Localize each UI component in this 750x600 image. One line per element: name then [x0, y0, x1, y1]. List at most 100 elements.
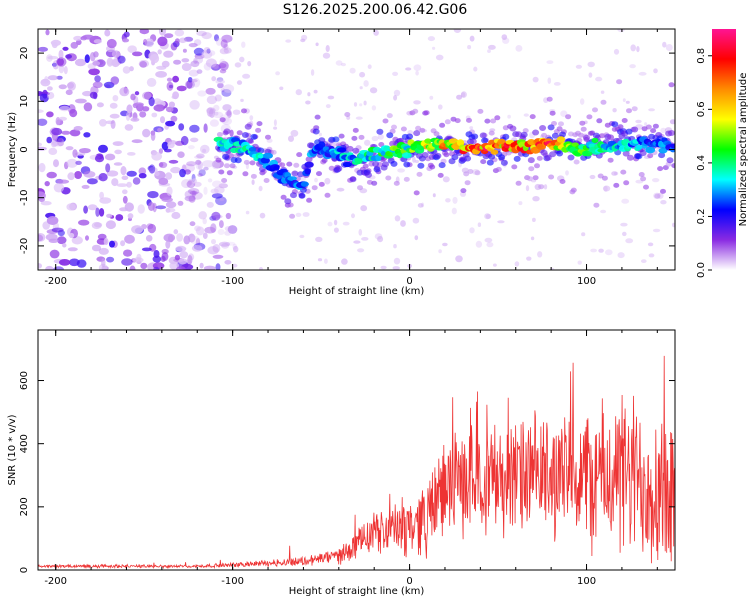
ridge-blob — [549, 110, 556, 116]
ridge-blob — [306, 197, 313, 203]
ridge-blob — [221, 178, 228, 183]
noise-blob — [111, 50, 121, 58]
ridge-blob — [293, 162, 300, 168]
ridge-blob — [219, 117, 226, 123]
noise-blob — [125, 111, 131, 121]
ridge-blob — [500, 159, 508, 166]
noise-blob — [109, 240, 115, 248]
faint-blob — [485, 214, 492, 219]
ridge-blob — [318, 181, 325, 187]
noise-blob — [223, 43, 229, 51]
ridge-blob — [234, 157, 242, 164]
noise-blob — [84, 54, 90, 63]
ridge-blob — [256, 121, 263, 127]
faint-blob — [232, 243, 238, 250]
noise-blob — [151, 151, 163, 161]
faint-blob — [405, 67, 412, 71]
ridge-blob — [466, 117, 472, 123]
noise-blob — [110, 76, 120, 85]
noise-blob — [134, 91, 140, 96]
ridge-blob — [332, 136, 340, 143]
faint-blob — [223, 47, 232, 54]
faint-blob — [532, 217, 536, 222]
noise-blob — [168, 101, 175, 108]
noise-blob — [126, 170, 137, 177]
ridge-blob — [226, 170, 233, 176]
noise-blob — [189, 221, 196, 227]
noise-blob — [38, 263, 42, 269]
noise-blob — [199, 262, 204, 269]
noise-blob — [75, 98, 87, 104]
noise-blob — [218, 63, 227, 69]
faint-blob — [595, 76, 603, 82]
noise-blob — [188, 188, 200, 195]
noise-blob — [225, 241, 236, 246]
ridge-blob — [573, 159, 580, 165]
faint-blob — [415, 70, 419, 76]
noise-blob — [198, 211, 207, 220]
colorbar-tick-label: 0.8 — [696, 48, 707, 64]
noise-blob — [56, 57, 67, 67]
faint-blob — [602, 185, 611, 192]
snr-x-ticks: -200 -100 0 100 — [44, 330, 658, 587]
ridge-blob — [257, 147, 265, 154]
faint-blob — [588, 72, 593, 78]
noise-blob — [148, 164, 156, 174]
noise-blob — [170, 166, 182, 174]
faint-blob — [421, 202, 425, 208]
faint-blob — [469, 126, 474, 130]
noise-blob — [139, 111, 147, 118]
noise-blob — [212, 254, 224, 259]
ridge-blob — [640, 176, 647, 182]
noise-blob — [53, 159, 59, 168]
faint-blob — [625, 238, 634, 244]
faint-blob — [638, 71, 647, 76]
faint-blob — [322, 52, 331, 59]
noise-blob — [191, 190, 196, 197]
faint-blob — [359, 103, 363, 107]
ridge-blob — [549, 151, 557, 158]
faint-blob — [234, 62, 242, 68]
noise-blob — [154, 171, 160, 177]
ridge-blob — [631, 106, 638, 112]
ridge-blob — [538, 184, 545, 190]
noise-blob — [142, 106, 150, 112]
ridge-blob — [354, 157, 363, 165]
noise-blob — [165, 207, 171, 213]
faint-blob — [453, 29, 462, 33]
faint-blob — [523, 113, 529, 117]
noise-blob — [205, 87, 216, 95]
faint-blob — [315, 42, 319, 47]
snr-series-line — [38, 355, 675, 570]
faint-blob — [629, 64, 636, 69]
faint-blob — [302, 212, 310, 217]
noise-blob — [157, 104, 164, 110]
noise-blob — [89, 52, 96, 62]
faint-blob — [377, 236, 384, 243]
ridge-blob — [223, 128, 231, 135]
ridge-blob — [413, 130, 421, 137]
ridge-blob — [385, 175, 392, 181]
faint-blob — [393, 257, 401, 265]
ridge-blob — [351, 135, 358, 141]
faint-blob — [451, 207, 457, 215]
ridge-blob — [502, 133, 510, 140]
noise-blob — [157, 36, 168, 47]
colorbar-gradient — [712, 29, 736, 270]
ridge-blob — [346, 145, 354, 152]
faint-blob — [611, 171, 618, 176]
ridge-blob — [390, 160, 398, 167]
colorbar-tick-label: 0.6 — [696, 101, 707, 117]
noise-blob — [93, 39, 103, 44]
faint-blob — [290, 129, 299, 137]
faint-blob — [315, 236, 323, 242]
ridge-blob — [438, 162, 446, 169]
faint-blob — [603, 185, 608, 192]
noise-blob — [219, 220, 224, 229]
ridge-blob — [362, 163, 369, 169]
faint-blob — [625, 100, 630, 104]
faint-blob — [442, 176, 450, 183]
faint-blob — [351, 213, 355, 219]
noise-blob — [163, 233, 176, 242]
noise-blob — [229, 129, 234, 137]
